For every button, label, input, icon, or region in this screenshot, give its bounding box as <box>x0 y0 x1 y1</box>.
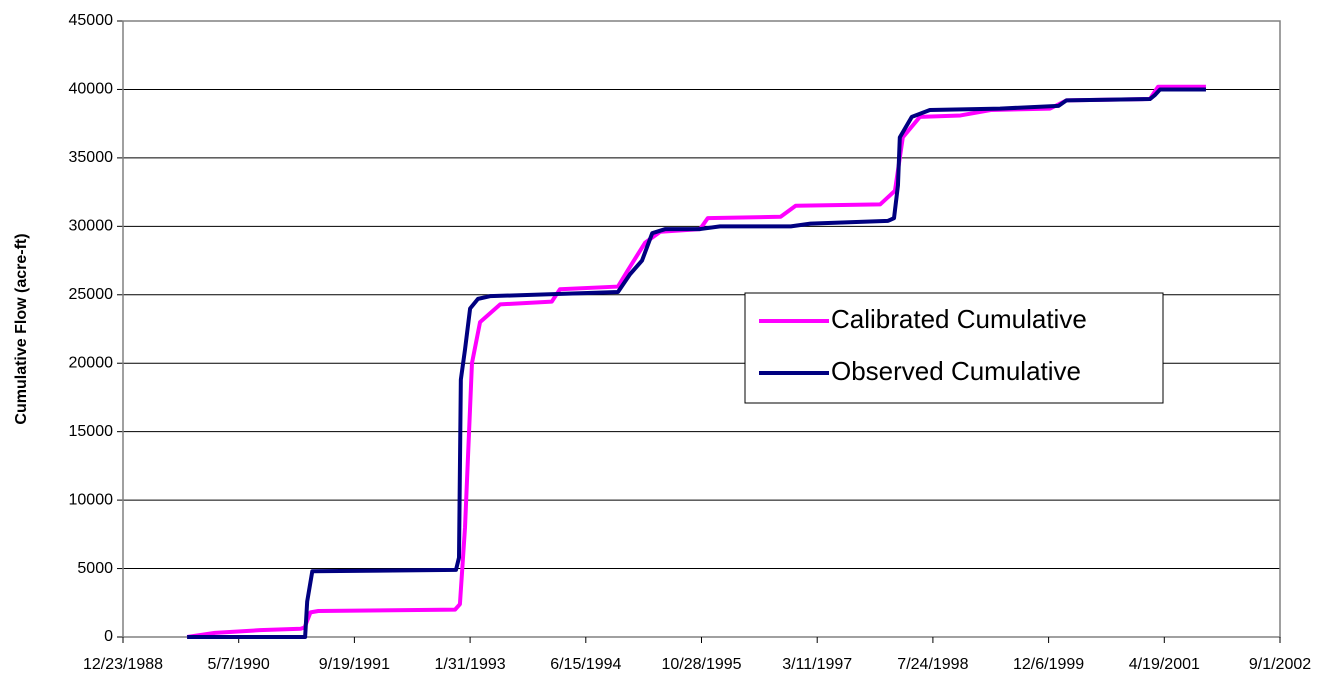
y-tick-label: 0 <box>104 628 113 645</box>
y-tick-label: 15000 <box>69 423 114 440</box>
y-tick-label: 10000 <box>69 491 114 508</box>
y-tick-label: 40000 <box>69 81 114 98</box>
x-tick-label: 12/6/1999 <box>1013 656 1084 673</box>
x-tick-label: 4/19/2001 <box>1129 656 1200 673</box>
legend-label: Observed Cumulative <box>831 356 1081 386</box>
y-tick-label: 45000 <box>69 12 114 29</box>
x-tick-label: 3/11/1997 <box>782 656 852 673</box>
series-line <box>187 87 1206 639</box>
y-tick-label: 35000 <box>69 149 114 166</box>
y-tick-label: 20000 <box>69 354 114 371</box>
y-tick-label: 25000 <box>69 286 114 303</box>
series-line <box>186 84 1206 639</box>
y-axis-title: Cumulative Flow (acre-ft) <box>13 233 30 424</box>
x-tick-label: 9/1/2002 <box>1249 656 1311 673</box>
legend-label: Calibrated Cumulative <box>831 304 1087 334</box>
y-tick-label: 30000 <box>69 218 114 235</box>
y-tick-label: 5000 <box>77 560 113 577</box>
x-tick-label: 6/15/1994 <box>550 656 621 673</box>
x-tick-label: 1/31/1993 <box>435 656 506 673</box>
x-tick-label: 7/24/1998 <box>897 656 968 673</box>
legend-box <box>744 292 1164 404</box>
x-tick-label: 5/7/1990 <box>208 656 270 673</box>
x-tick-label: 9/19/1991 <box>319 656 390 673</box>
x-tick-label: 10/28/1995 <box>661 656 741 673</box>
x-tick-label: 12/23/1988 <box>83 656 163 673</box>
